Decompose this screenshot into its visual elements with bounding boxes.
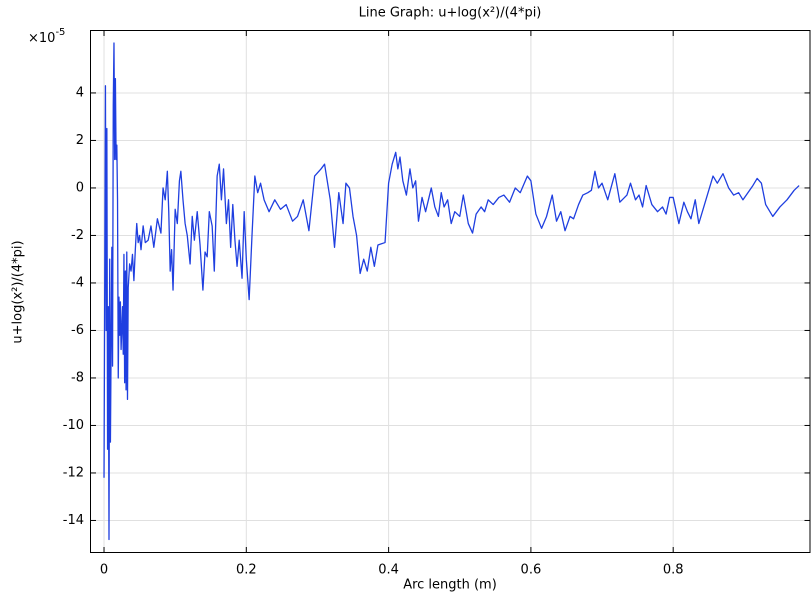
x-axis-label: Arc length (m): [403, 578, 497, 593]
x-tick-label: 0.2: [236, 563, 257, 578]
y-tick-label: 4: [76, 85, 84, 100]
y-tick-label: -6: [71, 323, 84, 338]
y-tick-label: -8: [71, 370, 84, 385]
y-multiplier: ×10-5: [28, 27, 65, 46]
y-tick-label: -4: [71, 275, 84, 290]
y-tick-label: 2: [76, 133, 84, 148]
x-tick-label: 0: [100, 563, 108, 578]
y-tick-label: -12: [63, 465, 84, 480]
chart-title: Line Graph: u+log(x²)/(4*pi): [359, 6, 542, 21]
x-tick-label: 0.4: [378, 563, 399, 578]
plot-frame: [90, 30, 811, 553]
y-tick-label: -14: [63, 513, 84, 528]
y-tick-label: -10: [63, 418, 84, 433]
y-tick-label: 0: [76, 180, 84, 195]
data-line: [103, 42, 800, 541]
y-tick-label: -2: [71, 228, 84, 243]
multiplier-exponent: -5: [55, 27, 65, 38]
x-tick-label: 0.6: [521, 563, 542, 578]
multiplier-base: ×10: [28, 31, 55, 46]
y-axis-label: u+log(x²)/(4*pi): [11, 240, 26, 343]
x-tick-label: 0.8: [663, 563, 684, 578]
